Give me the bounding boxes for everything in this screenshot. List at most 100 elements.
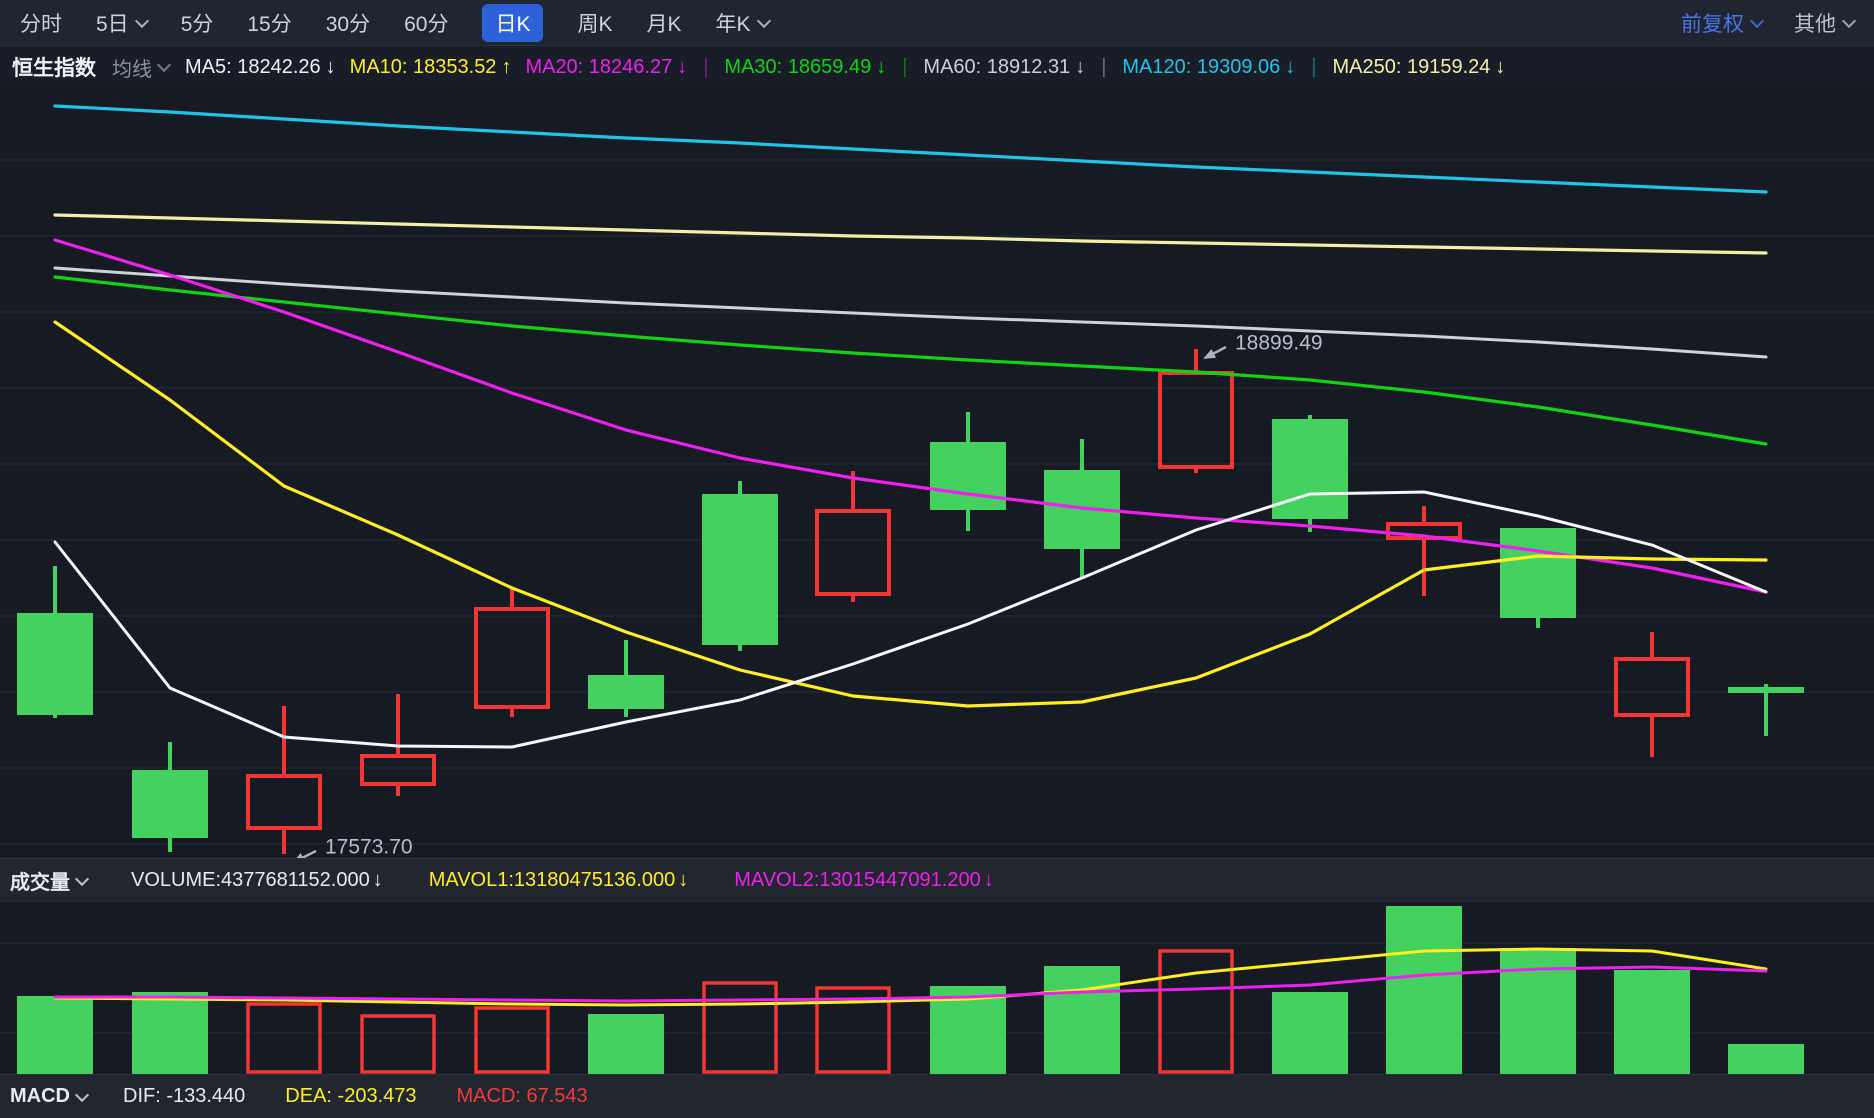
volume-bar bbox=[1728, 1044, 1804, 1074]
chevron-down-icon bbox=[74, 871, 90, 886]
ma-legend-items: MA5: 18242.26 ↓ MA10: 18353.52 ↑ MA20: 18246… bbox=[185, 56, 1505, 79]
candle-body bbox=[702, 494, 778, 645]
volume-legend-VOLUME: VOLUME:4377681152.000 ↓ bbox=[131, 869, 383, 892]
toolbar-menu-label: 其他 bbox=[1794, 12, 1836, 36]
candle-body bbox=[815, 509, 891, 596]
ma-legend-value: MA120: 19309.06 bbox=[1122, 55, 1281, 78]
candle-body bbox=[474, 607, 550, 709]
volume-bar bbox=[1044, 966, 1120, 1074]
ma-legend-value: MA10: 18353.52 bbox=[349, 55, 497, 78]
macd-legend-value: MACD: 67.543 bbox=[456, 1085, 588, 1107]
chevron-down-icon bbox=[134, 13, 149, 28]
ma-legend-MA60: MA60: 18912.31 ↓ bbox=[923, 56, 1085, 79]
chevron-down-icon bbox=[756, 13, 771, 28]
legend-separator: | bbox=[703, 55, 709, 78]
price-annotation-arrow bbox=[292, 849, 317, 858]
candle-body bbox=[1614, 657, 1690, 717]
candle bbox=[17, 566, 93, 718]
macd-title: MACD bbox=[10, 1085, 70, 1107]
toolbar-tab-label: 5分 bbox=[180, 12, 214, 36]
toolbar-tab-年K[interactable]: 年K bbox=[715, 8, 771, 38]
ma-line-MA20 bbox=[53, 238, 1768, 594]
mavol-line-MAVOL1 bbox=[53, 947, 1768, 1007]
volume-legend-MAVOL2: MAVOL2:13015447091.200 ↓ bbox=[734, 869, 994, 892]
candle bbox=[1272, 415, 1348, 532]
chevron-down-icon bbox=[1841, 13, 1857, 28]
ma-selector[interactable]: 均线 bbox=[112, 53, 172, 82]
toolbar-tab-5分[interactable]: 5分 bbox=[181, 8, 214, 38]
toolbar-tab-日K[interactable]: 日K bbox=[482, 3, 544, 42]
candle bbox=[474, 588, 550, 717]
toolbar-tab-30分[interactable]: 30分 bbox=[326, 8, 370, 38]
candle-body bbox=[588, 675, 664, 709]
ma-legend-MA250: MA250: 19159.24 ↓ bbox=[1333, 56, 1506, 79]
arrow-down-icon: ↓ bbox=[876, 55, 887, 78]
macd-header-row: MACD DIF: -133.440 DEA: -203.473 MACD: 67.… bbox=[0, 1074, 1874, 1118]
legend-separator: | bbox=[1101, 55, 1107, 78]
toolbar-tab-label: 月K bbox=[646, 12, 682, 36]
chevron-down-icon bbox=[1749, 13, 1765, 28]
toolbar-tab-月K[interactable]: 月K bbox=[646, 8, 681, 38]
toolbar-tab-label: 5日 bbox=[96, 12, 129, 36]
toolbar-tab-label: 年K bbox=[715, 12, 751, 36]
arrow-down-icon: ↓ bbox=[325, 55, 336, 78]
candle-body bbox=[1386, 522, 1462, 540]
main-candlestick-chart[interactable]: 18899.49 17573.70 bbox=[0, 88, 1874, 858]
volume-legend-value: MAVOL2:13015447091.200 bbox=[734, 869, 981, 891]
ma-legend-value: MA20: 18246.27 bbox=[525, 55, 673, 78]
toolbar-menu-label: 前复权 bbox=[1681, 12, 1744, 36]
volume-legend-items: VOLUME:4377681152.000 ↓ MAVOL1:13180475136… bbox=[131, 869, 994, 892]
toolbar-tab-60分[interactable]: 60分 bbox=[404, 8, 448, 38]
toolbar-right: 前复权 其他 bbox=[1681, 8, 1857, 38]
ma-line-MA250 bbox=[53, 213, 1768, 255]
volume-bar bbox=[815, 986, 891, 1074]
toolbar-tab-label: 15分 bbox=[247, 12, 292, 36]
candle bbox=[588, 640, 664, 717]
toolbar-tab-分时[interactable]: 分时 bbox=[20, 8, 62, 38]
macd-pane-selector[interactable]: MACD bbox=[10, 1085, 90, 1108]
candle bbox=[360, 694, 436, 796]
candle bbox=[1158, 349, 1234, 473]
volume-bar bbox=[1614, 970, 1690, 1074]
toolbar-tab-label: 周K bbox=[577, 12, 613, 36]
toolbar-menu-其他[interactable]: 其他 bbox=[1794, 8, 1857, 38]
toolbar-tab-label: 30分 bbox=[325, 12, 371, 36]
volume-bar bbox=[132, 992, 208, 1074]
macd-legend-value: DIF: -133.440 bbox=[123, 1085, 246, 1107]
volume-bar bbox=[1386, 906, 1462, 1074]
toolbar-menu-前复权[interactable]: 前复权 bbox=[1681, 8, 1765, 38]
candle bbox=[1728, 684, 1804, 736]
volume-bar bbox=[1272, 992, 1348, 1074]
chevron-down-icon bbox=[74, 1087, 90, 1102]
volume-bar-chart[interactable] bbox=[0, 902, 1874, 1074]
toolbar-tab-15分[interactable]: 15分 bbox=[247, 8, 291, 38]
ma-legend-MA120: MA120: 19309.06 ↓ bbox=[1122, 56, 1295, 79]
ma-line-MA10 bbox=[53, 320, 1768, 708]
legend-separator: | bbox=[1311, 55, 1317, 78]
ma-legend-MA10: MA10: 18353.52 ↑ bbox=[350, 56, 512, 79]
ma-line-MA60 bbox=[53, 266, 1768, 359]
ma-line-MA120 bbox=[53, 104, 1768, 194]
toolbar-tab-5日[interactable]: 5日 bbox=[96, 8, 149, 38]
arrow-up-icon: ↑ bbox=[501, 55, 512, 78]
volume-legend-MAVOL1: MAVOL1:13180475136.000 ↓ bbox=[429, 869, 689, 892]
volume-header-row: 成交量 VOLUME:4377681152.000 ↓ MAVOL1:1318047… bbox=[0, 858, 1874, 902]
candle bbox=[1614, 632, 1690, 757]
macd-legend-DEA: DEA: -203.473 bbox=[285, 1085, 416, 1108]
ma-selector-label: 均线 bbox=[112, 58, 152, 81]
toolbar-tab-label: 日K bbox=[495, 12, 531, 36]
volume-pane-selector[interactable]: 成交量 bbox=[10, 866, 90, 895]
price-annotation-arrow bbox=[1203, 345, 1227, 360]
volume-bar bbox=[246, 1002, 322, 1074]
toolbar-tab-周K[interactable]: 周K bbox=[577, 8, 612, 38]
volume-bar bbox=[360, 1014, 436, 1074]
toolbar-tab-label: 60分 bbox=[404, 12, 449, 36]
arrow-down-icon: ↓ bbox=[678, 869, 689, 891]
volume-bar bbox=[588, 1014, 664, 1074]
candle bbox=[1500, 528, 1576, 628]
macd-legend-MACD: MACD: 67.543 bbox=[457, 1085, 588, 1108]
volume-legend-value: MAVOL1:13180475136.000 bbox=[428, 869, 676, 891]
chevron-down-icon bbox=[156, 57, 172, 73]
candle bbox=[702, 481, 778, 651]
ma-legend-MA5: MA5: 18242.26 ↓ bbox=[185, 56, 336, 79]
